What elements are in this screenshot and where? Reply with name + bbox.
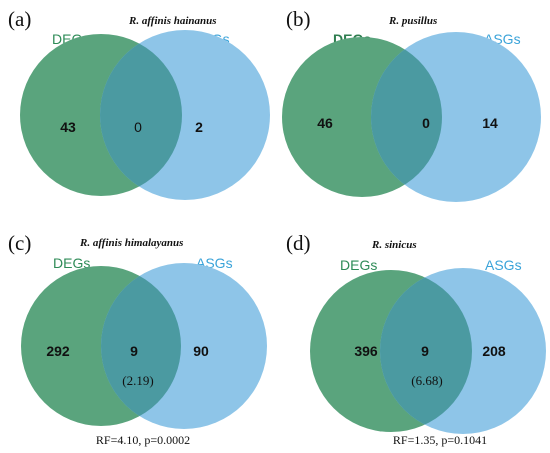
panel-letter: (a) <box>8 7 31 31</box>
expected-overlap: (6.68) <box>411 373 442 388</box>
asgs-only-count: 2 <box>195 119 203 135</box>
species-title: R. affinis himalayanus <box>79 237 183 249</box>
degs-only-count: 396 <box>354 343 378 359</box>
overlap-count: 9 <box>421 343 429 359</box>
asgs-only-count: 90 <box>193 343 209 359</box>
degs-only-count: 46 <box>317 115 333 131</box>
degs-label: DEGs <box>53 255 90 271</box>
overlap-count: 0 <box>422 115 430 131</box>
overlap-region <box>380 270 472 432</box>
venn-panel-d: (d) R. sinicus DEGs ASGs 396 9 208 (6.68… <box>286 231 546 447</box>
species-title: R. affinis hainanus <box>128 15 217 27</box>
species-title: R. sinicus <box>371 239 417 251</box>
overlap-region <box>101 266 181 426</box>
panel-letter: (d) <box>286 231 311 255</box>
degs-only-count: 292 <box>46 343 70 359</box>
stats-caption: RF=1.35, p=0.1041 <box>393 433 487 447</box>
venn-panel-c: (c) R. affinis himalayanus DEGs ASGs 292… <box>8 231 267 447</box>
asgs-label: ASGs <box>485 257 522 273</box>
venn-panel-b: (b) R. pusillus DEGs ASGs 46 0 14 <box>282 7 541 202</box>
asgs-only-count: 14 <box>482 115 498 131</box>
overlap-count: 9 <box>130 343 138 359</box>
overlap-region <box>100 34 182 196</box>
panel-letter: (c) <box>8 231 31 255</box>
overlap-count: 0 <box>134 119 142 135</box>
asgs-only-count: 208 <box>482 343 506 359</box>
species-title: R. pusillus <box>388 15 437 27</box>
degs-label: DEGs <box>340 257 377 273</box>
venn-panel-a: (a) R. affinis hainanus DEGs ASGs 43 0 2 <box>8 7 270 200</box>
panel-letter: (b) <box>286 7 311 31</box>
overlap-region <box>371 37 442 197</box>
expected-overlap: (2.19) <box>122 373 153 388</box>
degs-only-count: 43 <box>60 119 76 135</box>
stats-caption: RF=4.10, p=0.0002 <box>96 433 190 447</box>
